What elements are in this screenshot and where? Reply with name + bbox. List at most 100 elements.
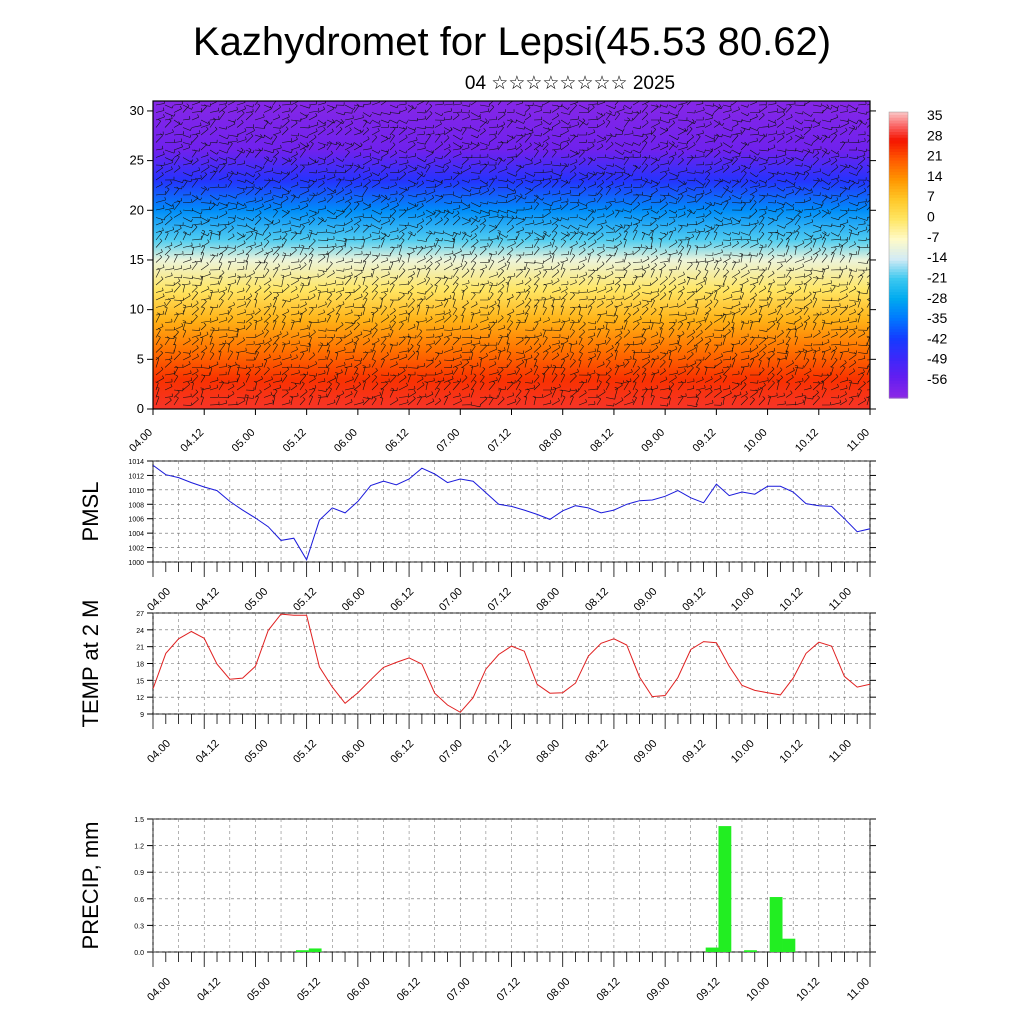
colorbar-label: -35: [927, 310, 947, 326]
colorbar-segment: [889, 206, 908, 210]
pmsl-panel: 1000 1002 1004 1006 1008 1010 1012 1014 04.00 04.…: [78, 459, 876, 614]
colorbar-label: -56: [927, 371, 947, 387]
colorbar-segment: [889, 212, 908, 216]
colorbar-segment: [889, 169, 908, 173]
y-tick-label: 24: [136, 628, 144, 635]
colorbar-segment: [889, 192, 908, 196]
colorbar-segment: [889, 349, 908, 353]
colorbar-segment: [889, 249, 908, 253]
colorbar-segment: [889, 112, 908, 116]
colorbar-segment: [889, 272, 908, 276]
colorbar-segment: [889, 257, 908, 262]
x-tick-label: 04.00: [145, 738, 173, 766]
x-tick-label: 09.00: [632, 586, 660, 614]
x-tick-label: 07.12: [486, 738, 514, 766]
precip-bar: [295, 950, 309, 952]
x-tick-label: 08.00: [545, 976, 573, 1004]
colorbar-segment: [889, 275, 908, 279]
x-tick-label: 06.12: [383, 427, 411, 455]
colorbar-segment: [889, 386, 908, 391]
precip-bar: [744, 950, 757, 952]
x-tick-label: 09.12: [691, 427, 719, 455]
colorbar-segment: [889, 129, 908, 133]
x-tick-label: 05.12: [291, 738, 319, 766]
colorbar-segment: [889, 123, 908, 127]
x-tick-label: 05.00: [242, 586, 270, 614]
colorbar-segment: [889, 269, 908, 273]
x-tick-label: 05.00: [242, 738, 270, 766]
colorbar-label: -7: [927, 229, 940, 245]
colorbar-segment: [889, 237, 908, 242]
y-tick-label: 1014: [128, 459, 144, 466]
x-tick-label: 08.12: [583, 586, 611, 614]
y-tick-label: 0: [137, 401, 144, 416]
colorbar-segment: [889, 152, 908, 156]
x-tick-label: 11.00: [827, 738, 854, 765]
x-tick-label: 07.00: [437, 586, 465, 614]
colorbar-segment: [889, 375, 908, 379]
chart-title: Kazhydromet for Lepsi(45.53 80.62): [192, 20, 832, 64]
x-tick-label: 04.00: [127, 427, 155, 455]
x-tick-label: 09.12: [694, 976, 722, 1004]
y-tick-label: 0.3: [134, 923, 144, 930]
colorbar-segment: [889, 214, 908, 219]
colorbar-segment: [889, 377, 908, 382]
x-tick-label: 06.00: [332, 427, 360, 455]
colorbar-segment: [889, 157, 908, 162]
x-tick-label: 10.12: [778, 586, 806, 614]
pmsl-series-line: [153, 464, 870, 562]
colorbar-label: -21: [927, 269, 947, 285]
colorbar-segment: [889, 194, 908, 199]
colorbar-label: 14: [927, 168, 943, 184]
colorbar-segment: [889, 340, 908, 345]
colorbar-segment: [889, 172, 908, 176]
colorbar-segment: [889, 315, 908, 319]
y-tick-label: 21: [136, 645, 144, 652]
colorbar-segment: [889, 217, 908, 222]
x-tick-label: 04.12: [178, 427, 206, 455]
colorbar-segment: [889, 306, 908, 310]
colorbar-segment: [889, 292, 908, 296]
y-tick-label: 18: [136, 662, 144, 669]
x-tick-label: 04.00: [145, 976, 173, 1004]
pmsl-axis-label: PMSL: [78, 482, 103, 542]
colorbar-segment: [889, 183, 908, 187]
colorbar-label: -49: [927, 351, 947, 367]
colorbar-segment: [889, 343, 908, 348]
colorbar-segment: [889, 295, 908, 299]
colorbar-segment: [889, 266, 908, 270]
colorbar-segment: [889, 280, 908, 285]
colorbar-segment: [889, 143, 908, 147]
x-tick-label: 11.00: [845, 427, 872, 454]
colorbar-frame: [888, 111, 909, 399]
y-tick-label: 0.9: [134, 870, 144, 877]
colorbar-label: -14: [927, 249, 947, 265]
precip-bar: [769, 897, 783, 952]
colorbar-segment: [889, 380, 908, 385]
colorbar-segment: [889, 337, 908, 342]
y-tick-label: 27: [136, 611, 144, 618]
y-tick-label: 1002: [128, 546, 144, 553]
colorbar-segment: [889, 186, 908, 190]
colorbar-segment: [889, 137, 908, 142]
colorbar-segment: [889, 326, 908, 330]
y-tick-label: 1.2: [134, 844, 144, 851]
x-tick-label: 05.12: [291, 586, 319, 614]
colorbar-segment: [889, 309, 908, 313]
x-tick-label: 09.00: [632, 738, 660, 766]
x-tick-label: 10.00: [729, 586, 757, 614]
x-tick-label: 11.00: [827, 586, 854, 613]
colorbar-segment: [889, 163, 908, 167]
colorbar-segment: [889, 189, 908, 193]
colorbar-segment: [889, 297, 908, 302]
colorbar-segment: [889, 229, 908, 233]
x-tick-label: 06.12: [395, 976, 423, 1004]
wind-barbs: [155, 101, 870, 408]
x-tick-label: 07.00: [434, 427, 462, 455]
colorbar-segment: [889, 146, 908, 150]
colorbar-segment: [889, 174, 908, 179]
colorbar-segment: [889, 283, 908, 288]
x-tick-label: 06.12: [388, 586, 416, 614]
colorbar-label: 28: [927, 127, 943, 143]
colorbar-segment: [889, 134, 908, 139]
